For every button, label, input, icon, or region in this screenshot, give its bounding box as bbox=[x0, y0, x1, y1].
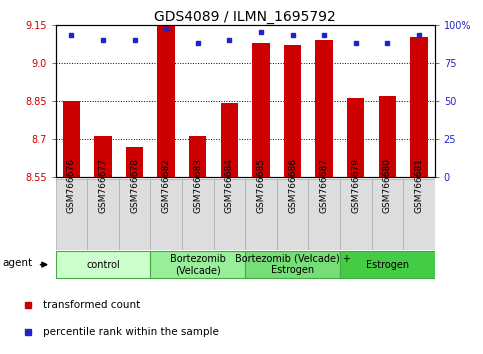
Bar bbox=[213, 179, 245, 250]
Bar bbox=[371, 179, 403, 250]
Bar bbox=[87, 179, 119, 250]
Text: control: control bbox=[86, 259, 120, 270]
Bar bbox=[245, 179, 277, 250]
Bar bbox=[189, 136, 206, 177]
Bar bbox=[403, 179, 435, 250]
Text: GSM766684: GSM766684 bbox=[225, 158, 234, 213]
Text: Bortezomib
(Velcade): Bortezomib (Velcade) bbox=[170, 254, 226, 275]
Bar bbox=[157, 25, 175, 177]
Text: GSM766676: GSM766676 bbox=[67, 158, 76, 213]
Bar bbox=[94, 136, 112, 177]
Text: GSM766680: GSM766680 bbox=[383, 158, 392, 213]
Bar bbox=[150, 179, 182, 250]
Title: GDS4089 / ILMN_1695792: GDS4089 / ILMN_1695792 bbox=[154, 10, 336, 24]
Bar bbox=[56, 179, 87, 250]
Text: percentile rank within the sample: percentile rank within the sample bbox=[43, 327, 219, 337]
Bar bbox=[63, 101, 80, 177]
Bar bbox=[126, 147, 143, 177]
Text: Bortezomib (Velcade) +
Estrogen: Bortezomib (Velcade) + Estrogen bbox=[235, 254, 351, 275]
Bar bbox=[277, 179, 308, 250]
Bar bbox=[150, 251, 245, 278]
Text: GSM766685: GSM766685 bbox=[256, 158, 266, 213]
Bar bbox=[340, 251, 435, 278]
Text: GSM766687: GSM766687 bbox=[320, 158, 328, 213]
Bar bbox=[182, 179, 213, 250]
Text: GSM766686: GSM766686 bbox=[288, 158, 297, 213]
Bar bbox=[315, 40, 333, 177]
Bar bbox=[252, 42, 270, 177]
Bar bbox=[119, 179, 150, 250]
Bar bbox=[221, 103, 238, 177]
Text: transformed count: transformed count bbox=[43, 300, 141, 310]
Text: agent: agent bbox=[3, 258, 33, 268]
Bar bbox=[379, 96, 396, 177]
Text: GSM766683: GSM766683 bbox=[193, 158, 202, 213]
Bar bbox=[308, 179, 340, 250]
Bar bbox=[347, 98, 364, 177]
Bar bbox=[245, 251, 340, 278]
Bar bbox=[410, 38, 427, 177]
Text: GSM766679: GSM766679 bbox=[351, 158, 360, 213]
Bar bbox=[284, 45, 301, 177]
Text: Estrogen: Estrogen bbox=[366, 259, 409, 270]
Bar bbox=[56, 251, 150, 278]
Text: GSM766681: GSM766681 bbox=[414, 158, 424, 213]
Text: GSM766677: GSM766677 bbox=[99, 158, 107, 213]
Text: GSM766682: GSM766682 bbox=[162, 158, 170, 213]
Text: GSM766678: GSM766678 bbox=[130, 158, 139, 213]
Bar bbox=[340, 179, 371, 250]
